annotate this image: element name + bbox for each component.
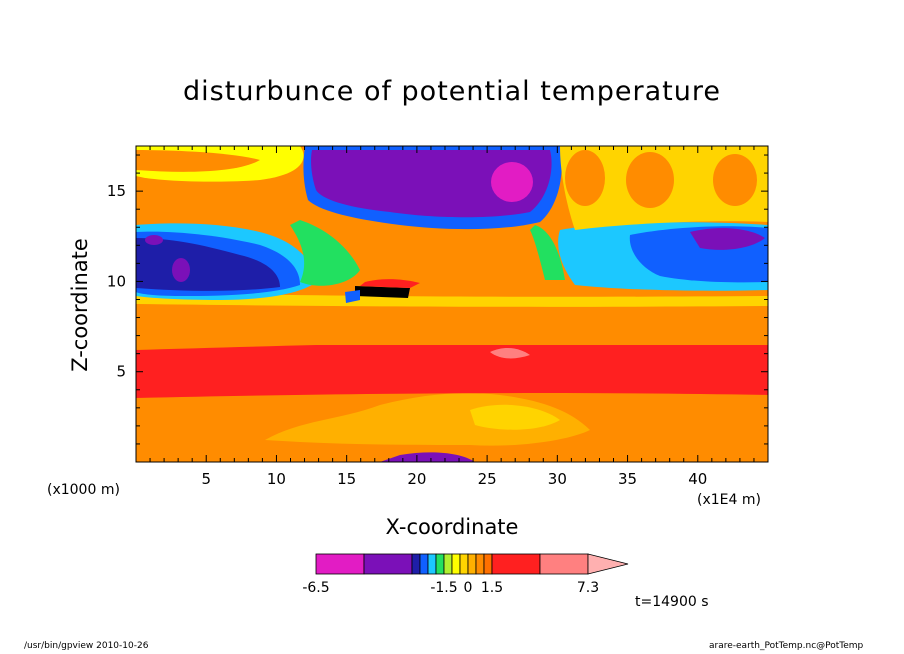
colorbar-tick-label: -1.5 xyxy=(430,580,457,596)
upper-right-green xyxy=(530,225,565,280)
axis-ticks: 5 10 15 20 25 30 35 40 5 10 15 xyxy=(107,146,768,488)
x-tick-label: 35 xyxy=(618,470,637,488)
anvil-pink-min xyxy=(491,162,533,202)
upper-mid-green xyxy=(290,220,360,286)
x-tick-label: 25 xyxy=(478,470,497,488)
top-right-cell-3 xyxy=(713,154,757,206)
colorbar-tick-label: 7.3 xyxy=(577,580,599,596)
y-axis-label: Z-coordinate xyxy=(68,238,92,372)
colorbar-segment xyxy=(539,553,589,575)
stable-yellow-line xyxy=(136,292,768,307)
surface-cold-pool xyxy=(380,452,475,462)
top-purple-anvil xyxy=(311,150,552,218)
chart-title: disturbunce of potential temperature xyxy=(183,76,721,107)
contour-fill-group xyxy=(136,146,768,462)
x-tick-label: 15 xyxy=(337,470,356,488)
colorbar-segment xyxy=(467,553,477,575)
x-tick-label: 30 xyxy=(548,470,567,488)
colorbar: -6.5 -1.5 0 1.5 7.3 xyxy=(302,553,629,596)
colorbar-extend-arrow xyxy=(587,553,629,575)
colorbar-segment xyxy=(443,553,453,575)
upper-left-min xyxy=(172,258,190,282)
x-tick-label: 10 xyxy=(267,470,286,488)
central-dark-streak xyxy=(355,286,410,298)
colorbar-segment xyxy=(419,553,429,575)
upper-left-deep-blue xyxy=(136,238,280,291)
stable-orange-layer xyxy=(136,300,768,345)
x-tick-label: 40 xyxy=(688,470,707,488)
top-left-orange-cell xyxy=(136,150,260,172)
colorbar-segment xyxy=(435,553,445,575)
upper-left-min-2 xyxy=(145,235,163,245)
upper-right-purple xyxy=(690,228,765,250)
x-axis-unit-left: (x1000 m) xyxy=(47,482,120,498)
colorbar-tick-label: -6.5 xyxy=(302,580,329,596)
colorbar-segment xyxy=(411,553,421,575)
x-tick-label: 5 xyxy=(201,470,211,488)
colorbar-tick-label: 1.5 xyxy=(481,580,503,596)
plot-frame xyxy=(135,145,769,463)
central-red-edge xyxy=(360,279,420,288)
y-tick-label: 15 xyxy=(107,182,126,200)
footer-left: /usr/bin/gpview 2010-10-26 xyxy=(24,641,149,651)
colorbar-segment xyxy=(427,553,437,575)
lower-convection-core xyxy=(470,404,560,430)
red-band-max xyxy=(490,348,530,359)
colorbar-segment xyxy=(491,553,541,575)
x-tick-label: 20 xyxy=(407,470,426,488)
top-right-cell-1 xyxy=(565,150,605,206)
y-tick-label: 5 xyxy=(116,363,126,381)
colorbar-segment xyxy=(459,553,469,575)
red-band xyxy=(136,338,768,398)
time-stamp: t=14900 s xyxy=(635,594,709,610)
footer-right: arare-earth_PotTemp.nc@PotTemp xyxy=(709,641,864,651)
y-tick-label: 10 xyxy=(107,272,126,290)
colorbar-segment xyxy=(483,553,493,575)
colorbar-segment xyxy=(451,553,461,575)
x-axis-unit-right: (x1E4 m) xyxy=(697,492,761,508)
colorbar-segment xyxy=(475,553,485,575)
colorbar-tick-label: 0 xyxy=(464,580,473,596)
x-axis-label: X-coordinate xyxy=(385,515,519,539)
top-right-cell-2 xyxy=(626,152,674,208)
central-blue-spot xyxy=(345,290,360,303)
colorbar-segment xyxy=(363,553,413,575)
colorbar-segment xyxy=(315,553,365,575)
